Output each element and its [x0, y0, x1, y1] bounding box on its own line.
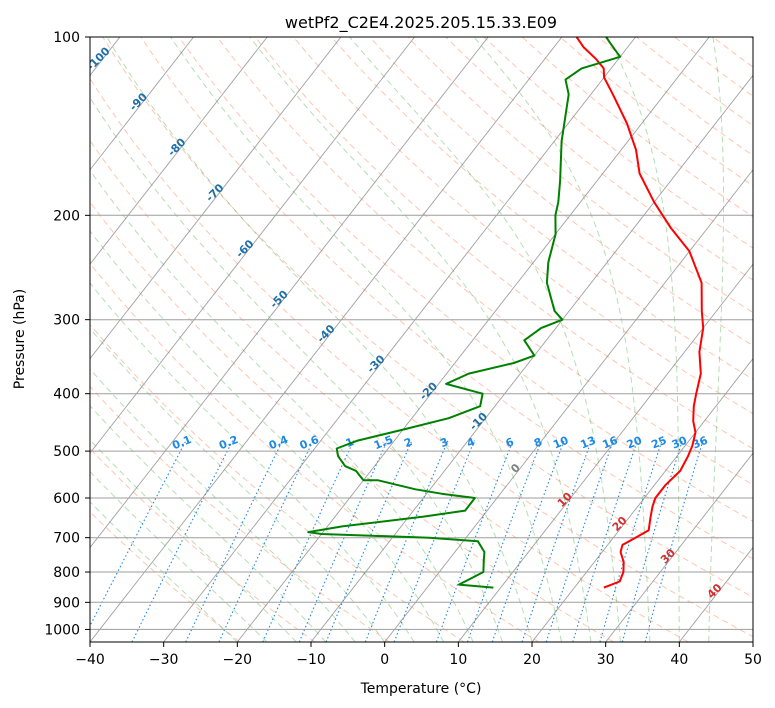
dry-adiabat-line [331, 37, 753, 380]
moist-adiabat-line [90, 439, 297, 642]
dry-adiabat-line [292, 37, 753, 415]
dry-adiabat-line [102, 37, 753, 598]
dry-adiabat-line [369, 37, 753, 347]
x-tick-label: −10 [296, 652, 326, 668]
mixing-ratio-label: 10 [551, 434, 570, 452]
x-axis-ticks: −40 −30 −20 −10 0 10 20 30 40 50 [75, 642, 762, 668]
mixing-ratio-label: 30 [670, 434, 689, 452]
isotherm-line [90, 37, 415, 454]
moist-adiabat-line [249, 37, 592, 642]
x-tick-label: 0 [380, 652, 389, 668]
y-axis-title: Pressure (hPa) [12, 289, 28, 389]
y-tick-label: 100 [53, 30, 80, 46]
mixing-ratio-label: 25 [649, 434, 668, 452]
mixing-ratio-line [491, 440, 565, 642]
mixing-ratio-line [298, 440, 388, 642]
plot-frame [89, 36, 754, 643]
mixing-ratio-label: 36 [691, 434, 710, 452]
y-tick-label: 500 [53, 444, 80, 460]
x-tick-label: 30 [597, 652, 615, 668]
y-tick-label: 300 [53, 313, 80, 329]
y-tick-label: 800 [53, 565, 80, 581]
isotherm-line [90, 37, 563, 642]
mixing-ratio-label: 8 [532, 435, 544, 450]
dry-adiabat-line [140, 37, 753, 560]
chart-title: wetPf2_C2E4.2025.205.15.33.E09 [285, 13, 557, 33]
x-axis-title: Temperature (°C) [360, 681, 482, 697]
y-tick-label: 400 [53, 387, 80, 403]
moist-adiabat-line [606, 37, 680, 642]
moist-adiabat-line [106, 37, 533, 642]
mixing-ratio-label: 3 [438, 435, 450, 450]
mixing-ratio-line [644, 440, 704, 642]
dry-adiabat-line [90, 201, 614, 642]
isotherm-line [90, 37, 489, 549]
moist-adiabat-line [170, 37, 562, 642]
x-tick-label: −30 [149, 652, 179, 668]
dry-adiabat-line [90, 447, 315, 642]
mixing-ratio-label: 13 [579, 434, 598, 452]
moist-adiabat-line [708, 37, 725, 642]
isotherm-line [531, 357, 753, 642]
isotherm-line [90, 37, 194, 171]
isotherm-line [310, 74, 753, 642]
isotherm-line [163, 37, 636, 642]
moist-adiabat-line [349, 37, 621, 642]
x-tick-label: 10 [449, 652, 467, 668]
y-tick-label: 700 [53, 531, 80, 547]
dry-adiabat-line [90, 139, 689, 642]
temperature-trace [575, 37, 705, 589]
y-tick-label: 200 [53, 208, 80, 224]
isotherm-line [605, 452, 753, 642]
dewpoint-trace [307, 37, 622, 589]
sounding-traces [307, 37, 705, 589]
mixing-ratio-line [572, 440, 638, 642]
y-axis-ticks: 100 200 300 400 500 600 700 800 900 1000 [44, 30, 90, 638]
mixing-ratio-line [621, 440, 683, 642]
background-lines [90, 37, 753, 642]
dry-adiabat-line [90, 385, 390, 642]
dry-adiabat-line [178, 37, 753, 522]
y-tick-label: 600 [53, 491, 80, 507]
isotherm-line [457, 263, 753, 642]
x-tick-label: 40 [670, 652, 688, 668]
moist-adiabat-line [90, 368, 356, 642]
moist-adiabat-line [90, 230, 445, 642]
mixing-ratio-line [466, 440, 543, 642]
dry-adiabat-line [90, 323, 465, 642]
moist-adiabat-line [90, 169, 474, 642]
x-tick-label: −40 [75, 652, 105, 668]
mixing-ratio-label: 16 [601, 434, 620, 452]
dry-adiabat-line [90, 262, 540, 642]
moist-adiabat-line [90, 327, 386, 642]
moist-adiabat-line [473, 37, 651, 642]
y-tick-label: 900 [53, 595, 80, 611]
mixing-ratio-line [131, 440, 234, 642]
isotherm-line [90, 37, 268, 265]
x-tick-label: −20 [223, 652, 253, 668]
isotherm-line [236, 37, 710, 642]
x-tick-label: 20 [523, 652, 541, 668]
mixing-ratio-label: 2 [402, 435, 414, 450]
mixing-ratio-label: 20 [625, 434, 644, 452]
mixing-ratio-line [325, 440, 413, 642]
isotherm-line [90, 37, 342, 360]
moist-adiabat-line [90, 96, 503, 642]
moist-adiabat-line [90, 470, 268, 642]
x-tick-label: 50 [744, 652, 762, 668]
mixing-ratio-line [262, 440, 355, 642]
moist-adiabat-line [90, 501, 238, 642]
y-tick-label: 1000 [44, 622, 80, 638]
moist-adiabat-line [90, 405, 327, 642]
